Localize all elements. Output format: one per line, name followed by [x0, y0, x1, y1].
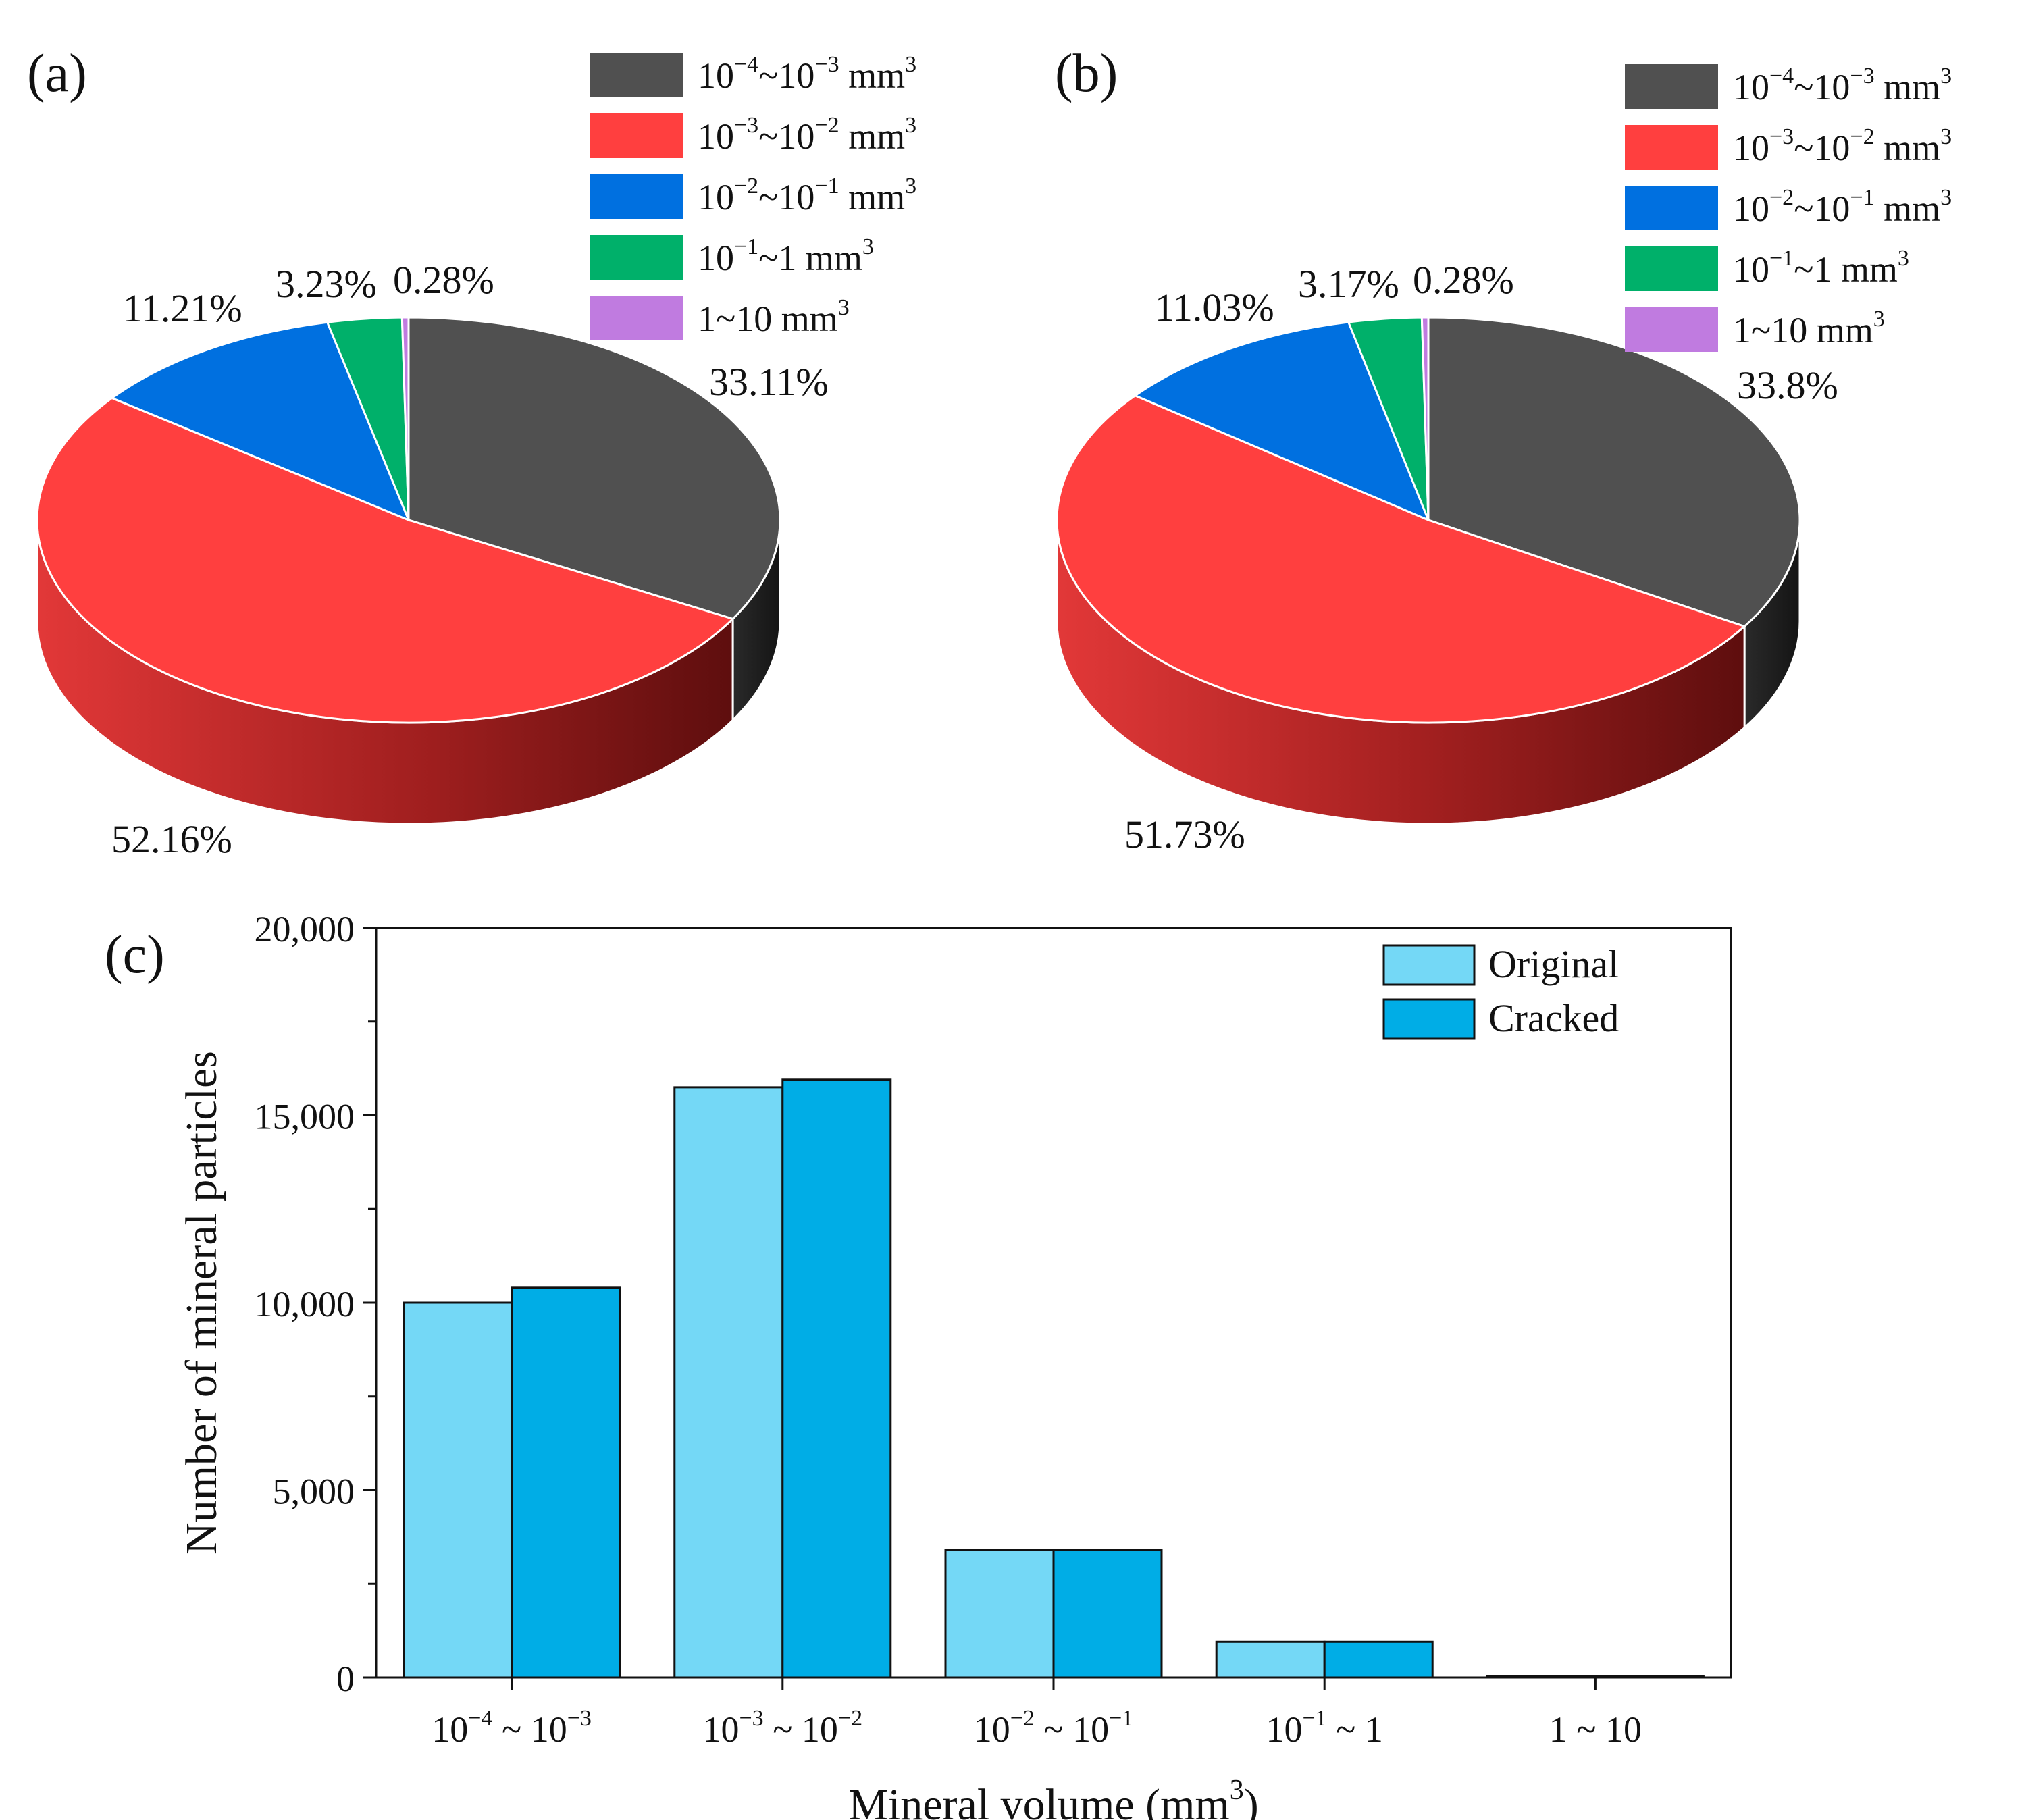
legend-swatch-4 [590, 296, 683, 340]
bar-legend-swatch-1 [1382, 998, 1476, 1040]
legend-swatch-0 [590, 53, 683, 97]
legend-swatch-2 [1625, 186, 1718, 230]
legend-swatch-4 [1625, 307, 1718, 352]
legend-label-3: 10−1~1 mm3 [1733, 246, 1909, 290]
legend-label-0: 10−4~10−3 mm3 [698, 52, 916, 96]
x-tick-label-2: 10−2 ~ 10−1 [974, 1706, 1134, 1750]
x-axis-label: Mineral volume (mm3) [848, 1775, 1259, 1820]
y-tick-label-2: 10,000 [255, 1284, 355, 1324]
legend-swatch-3 [590, 235, 683, 280]
y-tick-label-0: 0 [336, 1659, 355, 1699]
legend-swatch-3 [1625, 246, 1718, 291]
panel-c-label: (c) [105, 925, 165, 985]
x-tick-label-0: 10−4 ~ 10−3 [432, 1706, 592, 1750]
pie-slice-1 [1056, 394, 1747, 724]
pie-label-4: 0.28% [393, 258, 494, 302]
legend-swatch-1 [1625, 125, 1718, 170]
bar-cracked-4 [1594, 1675, 1705, 1679]
bar-original-1 [673, 1086, 784, 1679]
pie-a-legend: 10−4~10−3 mm3 10−3~10−2 mm3 10−2~10−1 mm3 1… [590, 52, 916, 340]
legend-swatch-0 [1625, 64, 1718, 109]
pie-slice-2 [1133, 321, 1430, 522]
panel-b-label: (b) [1055, 44, 1118, 103]
bar-original-3 [1215, 1640, 1326, 1679]
legend-label-3: 10−1~1 mm3 [698, 234, 874, 278]
legend-label-2: 10−2~10−1 mm3 [1733, 185, 1952, 229]
y-tick-label-3: 15,000 [255, 1097, 355, 1137]
legend-label-0: 10−4~10−3 mm3 [1733, 63, 1952, 107]
x-tick-label-3: 10−1 ~ 1 [1266, 1706, 1382, 1750]
bar-original-0 [403, 1301, 513, 1679]
pie-slice-1 [36, 396, 735, 724]
pie-b-legend: 10−4~10−3 mm3 10−3~10−2 mm3 10−2~10−1 mm3 1… [1625, 63, 1952, 352]
legend-swatch-2 [590, 174, 683, 219]
pie-label-4: 0.28% [1413, 258, 1514, 302]
legend-label-1: 10−3~10−2 mm3 [1733, 124, 1952, 168]
pie-label-2: 11.21% [123, 286, 242, 330]
pie-label-2: 11.03% [1155, 286, 1274, 330]
bar-original-2 [944, 1549, 1055, 1679]
bar-legend-label-1: Cracked [1488, 996, 1619, 1040]
x-tick-label-1: 10−3 ~ 10−2 [703, 1706, 863, 1750]
y-tick-label-1: 5,000 [273, 1472, 355, 1512]
bar-cracked-2 [1052, 1549, 1163, 1679]
bar-original-4 [1486, 1675, 1597, 1679]
pie-label-0: 33.8% [1737, 363, 1838, 407]
pie-label-1: 51.73% [1124, 812, 1245, 856]
pie-label-3: 3.17% [1298, 262, 1399, 306]
x-tick-label-4: 1 ~ 10 [1549, 1709, 1642, 1750]
bar-cracked-3 [1323, 1640, 1434, 1679]
y-tick-label-4: 20,000 [255, 909, 355, 950]
bar-legend-label-0: Original [1488, 942, 1619, 986]
y-axis-label: Number of mineral particles [177, 1051, 226, 1555]
pie-label-0: 33.11% [709, 360, 829, 404]
pie-slice-4 [1420, 316, 1430, 521]
bar-cracked-0 [511, 1286, 621, 1679]
legend-label-4: 1~10 mm3 [698, 295, 850, 339]
bar-chart-c: 0 5,000 10,000 15,000 20,000 10−4 ~ 10−3 10−3 … [177, 909, 1732, 1820]
pie-chart-a: 33.11% 52.16% 11.21% 3.23% 0.28% [36, 258, 829, 861]
pie-slice-0 [1427, 316, 1801, 628]
pie-label-3: 3.23% [276, 262, 377, 306]
pie-label-1: 52.16% [111, 817, 232, 861]
bar-legend-swatch-0 [1382, 944, 1476, 986]
pie-slice-0 [407, 316, 781, 621]
legend-swatch-1 [590, 113, 683, 158]
pie-slice-2 [109, 321, 411, 522]
legend-label-4: 1~10 mm3 [1733, 307, 1885, 350]
panel-a-label: (a) [27, 44, 87, 103]
legend-label-2: 10−2~10−1 mm3 [698, 174, 916, 217]
legend-label-1: 10−3~10−2 mm3 [698, 113, 916, 157]
pie-slice-4 [400, 316, 410, 521]
pie-chart-b: 33.8% 51.73% 11.03% 3.17% 0.28% [1056, 258, 1838, 856]
bar-cracked-1 [781, 1078, 892, 1679]
